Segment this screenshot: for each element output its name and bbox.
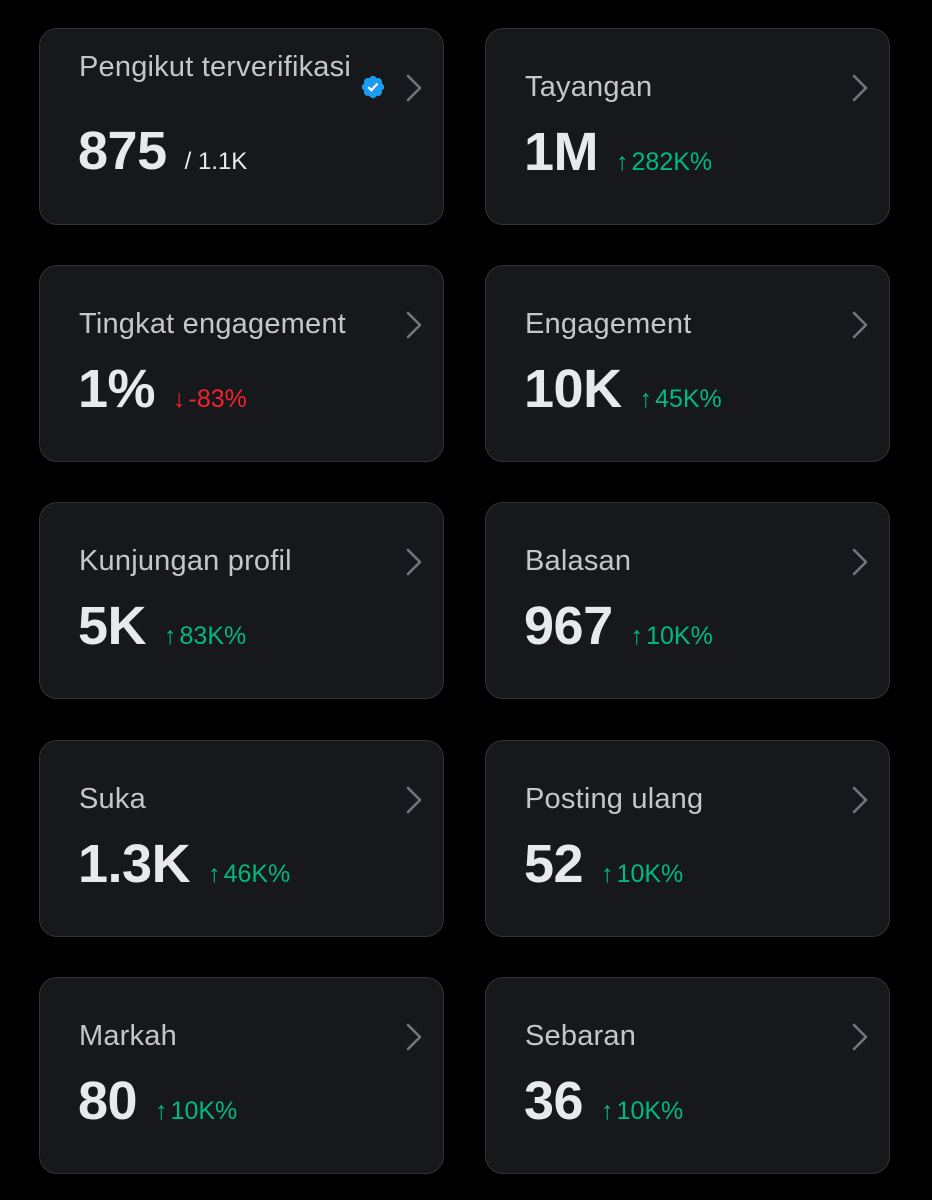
chevron-right-icon: [852, 548, 868, 576]
arrow-up-icon: ↑: [164, 622, 177, 650]
change-indicator: ↑ 45K%: [640, 385, 722, 413]
card-title: Markah: [79, 1020, 177, 1052]
arrow-up-icon: ↑: [630, 622, 644, 650]
metric-value: 1.3K: [78, 834, 191, 894]
card-value: 1M ↑ 282K%: [524, 122, 712, 192]
arrow-down-icon: ↓: [173, 385, 186, 413]
arrow-up-icon: ↑: [601, 860, 614, 888]
card-value: 1% ↓ -83%: [78, 359, 247, 429]
metric-value: 52: [524, 834, 584, 894]
card-profile-visits[interactable]: Kunjungan profil 5K ↑ 83K%: [39, 502, 444, 699]
card-value: 80 ↑ 10K%: [78, 1071, 237, 1141]
change-indicator: ↑ 10K%: [601, 1097, 683, 1125]
chevron-right-icon: [406, 74, 422, 102]
change-indicator: ↑ 83K%: [164, 622, 246, 650]
change-percent: 45K%: [655, 385, 722, 413]
card-value: 36 ↑ 10K%: [524, 1071, 683, 1141]
change-percent: 10K%: [170, 1097, 238, 1125]
card-engagement-rate[interactable]: Tingkat engagement 1% ↓ -83%: [39, 265, 444, 462]
card-title: Kunjungan profil: [79, 545, 292, 577]
arrow-up-icon: ↑: [208, 860, 221, 888]
card-impressions[interactable]: Tayangan 1M ↑ 282K%: [485, 28, 890, 225]
card-title: Posting ulang: [525, 783, 704, 815]
card-title: Balasan: [525, 545, 632, 577]
metric-value: 967: [524, 596, 613, 656]
chevron-right-icon: [852, 786, 868, 814]
change-indicator: ↑ 46K%: [208, 860, 290, 888]
card-shares[interactable]: Sebaran 36 ↑ 10K%: [485, 977, 890, 1174]
chevron-right-icon: [406, 786, 422, 814]
card-engagement[interactable]: Engagement 10K ↑ 45K%: [485, 265, 890, 462]
change-indicator: ↑ 10K%: [631, 622, 713, 650]
metric-value: 80: [78, 1071, 138, 1131]
card-likes[interactable]: Suka 1.3K ↑ 46K%: [39, 740, 444, 937]
card-title: Engagement: [525, 308, 692, 340]
metric-value: 5K: [78, 596, 147, 656]
change-percent: 282K%: [631, 148, 713, 176]
card-verified-followers[interactable]: Pengikut terverifikasi 875 / 1.1K: [39, 28, 444, 225]
change-indicator: ↑ 10K%: [601, 860, 683, 888]
card-bookmarks[interactable]: Markah 80 ↑ 10K%: [39, 977, 444, 1174]
change-indicator: ↓ -83%: [173, 385, 247, 413]
metric-value: 36: [524, 1071, 584, 1131]
card-title: Tingkat engagement: [79, 308, 346, 340]
verified-badge-icon: [361, 75, 385, 99]
chevron-right-icon: [406, 1023, 422, 1051]
chevron-right-icon: [852, 74, 868, 102]
change-percent: 10K%: [646, 622, 713, 650]
change-percent: 83K%: [179, 622, 247, 650]
metric-value: 1M: [524, 122, 599, 182]
chevron-right-icon: [852, 311, 868, 339]
metric-value: 875: [78, 121, 167, 181]
change-percent: 10K%: [616, 860, 684, 888]
change-percent: 46K%: [223, 860, 291, 888]
arrow-up-icon: ↑: [155, 1097, 168, 1125]
card-value: 1.3K ↑ 46K%: [78, 834, 290, 904]
card-replies[interactable]: Balasan 967 ↑ 10K%: [485, 502, 890, 699]
arrow-up-icon: ↑: [601, 1097, 614, 1125]
card-reposts[interactable]: Posting ulang 52 ↑ 10K%: [485, 740, 890, 937]
chevron-right-icon: [406, 548, 422, 576]
card-value: 52 ↑ 10K%: [524, 834, 683, 904]
card-title: Suka: [79, 783, 146, 815]
chevron-right-icon: [406, 311, 422, 339]
arrow-up-icon: ↑: [639, 385, 653, 413]
change-indicator: ↑ 282K%: [616, 148, 712, 176]
chevron-right-icon: [852, 1023, 868, 1051]
metric-value: 1%: [78, 359, 156, 419]
card-title: Sebaran: [525, 1020, 637, 1052]
card-title: Pengikut terverifikasi: [79, 51, 351, 83]
change-indicator: ↑ 10K%: [155, 1097, 237, 1125]
card-value: 10K ↑ 45K%: [524, 359, 722, 429]
card-title: Tayangan: [525, 71, 653, 103]
card-value: 875 / 1.1K: [78, 121, 247, 192]
arrow-up-icon: ↑: [616, 148, 629, 176]
metric-value: 10K: [524, 359, 622, 419]
change-percent: -83%: [188, 385, 247, 413]
change-percent: 10K%: [616, 1097, 684, 1125]
card-value: 5K ↑ 83K%: [78, 596, 246, 666]
card-value: 967 ↑ 10K%: [524, 596, 713, 666]
metric-total: / 1.1K: [184, 148, 248, 175]
